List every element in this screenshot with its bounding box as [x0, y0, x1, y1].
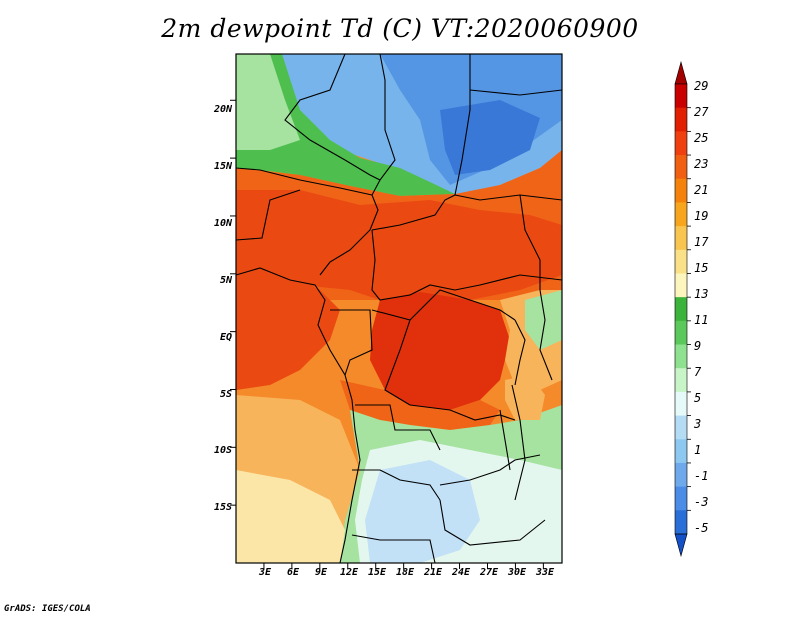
lon-tick-label: 30E — [507, 567, 527, 578]
colorbar-swatch — [675, 344, 687, 369]
colorbar-label: 17 — [694, 235, 709, 249]
lon-tick-label: 27E — [479, 567, 499, 578]
lon-tick-label: 21E — [423, 567, 443, 578]
colorbar-swatch — [675, 439, 687, 464]
lon-tick-label: 12E — [339, 567, 359, 578]
colorbar-swatch — [675, 297, 687, 322]
colorbar-label: 13 — [694, 287, 709, 301]
field-southern-lightblue — [365, 460, 480, 563]
colorbar-label: 15 — [694, 261, 709, 275]
colorbar-swatch — [675, 320, 687, 346]
field-red-gulf — [236, 265, 340, 390]
field-red-west — [236, 190, 562, 300]
lon-tick-marks — [263, 563, 544, 569]
field-sahel-green — [236, 54, 455, 196]
colorbar-swatch — [675, 155, 687, 180]
map-boundaries — [235, 53, 563, 564]
colorbar-swatch — [675, 486, 687, 511]
lat-tick-label: 20N — [213, 104, 232, 115]
colorbar-label: 27 — [694, 105, 709, 119]
colorbar-label: -3 — [694, 495, 709, 509]
lat-tick-label: 5S — [219, 389, 232, 400]
colorbar-label: 19 — [694, 209, 709, 223]
colorbar-swatch — [675, 368, 687, 393]
lat-tick-marks — [230, 99, 236, 506]
colorbar-swatch — [675, 131, 687, 156]
colorbar-swatch — [675, 84, 687, 109]
colorbar-swatch — [675, 202, 687, 227]
lon-tick-label: 24E — [451, 567, 471, 578]
lon-tick-label: 6E — [286, 567, 300, 578]
colorbar-swatch — [675, 107, 687, 132]
lon-tick-label: 18E — [395, 567, 415, 578]
colorbar-label: 29 — [694, 79, 709, 93]
colorbar — [674, 60, 691, 558]
colorbar-top-cap — [674, 60, 688, 85]
colorbar-label: 25 — [694, 131, 709, 145]
colorbar-label: 11 — [694, 313, 709, 327]
field-southwest-pale — [236, 470, 345, 563]
colorbar-bottom-cap — [674, 533, 688, 558]
colorbar-swatch — [675, 415, 687, 440]
lat-tick-label: 15N — [213, 161, 232, 172]
lon-tick-label: 3E — [258, 567, 272, 578]
colorbar-label: -1 — [694, 469, 709, 483]
colorbar-swatch — [675, 226, 687, 251]
colorbar-swatch — [675, 391, 687, 417]
map-title: 2m dewpoint Td (C) VT:2020060900 — [161, 14, 639, 43]
map-frame — [235, 53, 563, 564]
colorbar-swatch — [675, 510, 687, 535]
colorbar-label: -5 — [694, 521, 709, 535]
colorbar-frame — [674, 83, 688, 535]
colorbar-label: 21 — [694, 183, 709, 197]
field-red-congo — [370, 292, 510, 410]
lon-tick-label: 33E — [535, 567, 555, 578]
colorbar-label: 9 — [694, 339, 702, 353]
colorbar-label: 1 — [694, 443, 702, 457]
lat-tick-label: 10N — [213, 218, 232, 229]
colorbar-swatch — [675, 273, 687, 298]
field-lake-victoria-region — [505, 375, 545, 420]
field-east-africa-green — [525, 290, 562, 350]
colorbar-label: 23 — [694, 157, 709, 171]
lat-tick-label: 15S — [213, 502, 232, 513]
field-dark-blue-patch — [440, 100, 540, 175]
colorbar-swatch — [675, 462, 687, 488]
lon-tick-label: 15E — [367, 567, 387, 578]
credit-text: GrADS: IGES/COLA — [4, 604, 91, 614]
lon-tick-label: 9E — [314, 567, 328, 578]
lat-tick-label: 10S — [213, 445, 232, 456]
colorbar-label: 5 — [694, 391, 702, 405]
lat-tick-label: EQ — [219, 332, 232, 343]
field-sahel-light-green — [236, 54, 300, 150]
colorbar-label: 7 — [694, 365, 702, 379]
colorbar-swatch — [675, 178, 687, 203]
colorbar-label: 3 — [694, 417, 702, 431]
colorbar-swatch — [675, 249, 687, 274]
field-orange-congo-south — [340, 380, 500, 430]
lat-tick-label: 5N — [219, 275, 232, 286]
